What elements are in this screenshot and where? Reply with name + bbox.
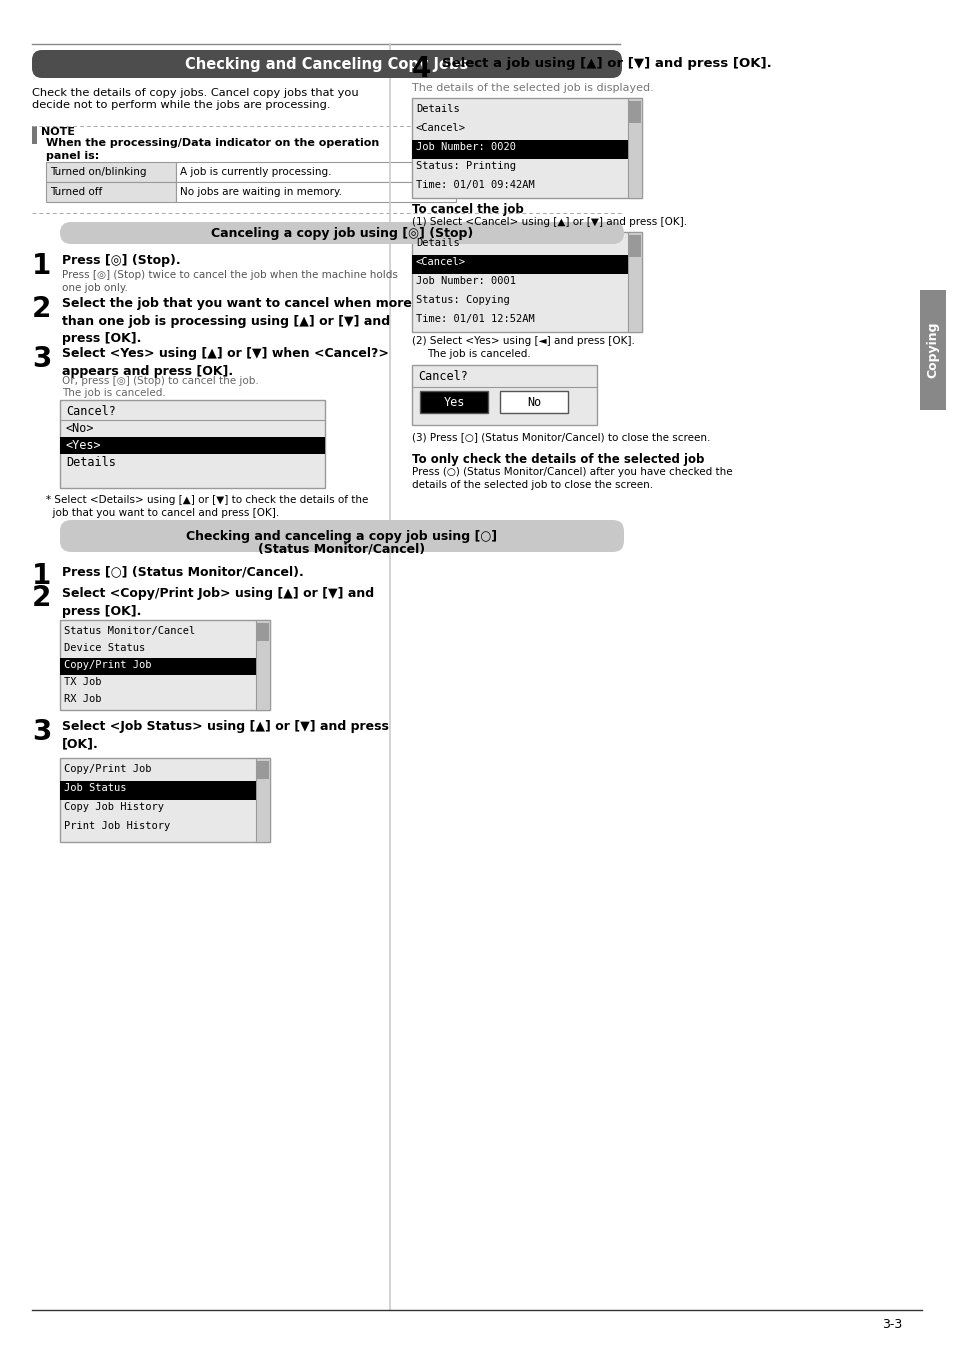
Text: 2: 2 [32,585,51,612]
Text: <Yes>: <Yes> [66,439,102,452]
Text: No jobs are waiting in memory.: No jobs are waiting in memory. [180,188,341,197]
Bar [627,232,641,332]
FancyBboxPatch shape [60,520,623,552]
Text: To cancel the job: To cancel the job [412,202,523,216]
Text: The job is canceled.: The job is canceled. [62,387,166,398]
Text: Press [◎] (Stop) twice to cancel the job when the machine holds
one job only.: Press [◎] (Stop) twice to cancel the job… [62,270,397,293]
Text: Press [◎] (Stop).: Press [◎] (Stop). [62,254,180,267]
Text: Yes: Yes [443,396,464,409]
Text: Copying: Copying [925,321,939,378]
Text: (Status Monitor/Cancel): (Status Monitor/Cancel) [258,541,425,555]
Bar [412,140,627,159]
Bar [419,392,488,413]
Text: 3: 3 [32,718,51,747]
Text: Cancel?: Cancel? [66,405,115,418]
Text: <Cancel>: <Cancel> [416,256,465,267]
Bar [256,761,269,779]
Text: 3: 3 [32,346,51,373]
Bar [919,290,945,410]
Text: Canceling a copy job using [◎] (Stop): Canceling a copy job using [◎] (Stop) [211,227,473,239]
Text: When the processing/Data indicator on the operation
panel is:: When the processing/Data indicator on th… [46,138,379,161]
Text: Select the job that you want to cancel when more
than one job is processing usin: Select the job that you want to cancel w… [62,297,412,346]
Bar [628,101,640,123]
Bar [412,232,641,332]
Text: Turned off: Turned off [50,188,102,197]
Text: Turned on/blinking: Turned on/blinking [50,167,147,177]
Text: (2) Select <Yes> using [◄] and press [OK].: (2) Select <Yes> using [◄] and press [OK… [412,336,634,346]
Text: Copy/Print Job: Copy/Print Job [64,764,152,774]
Bar [256,622,269,641]
Bar [627,99,641,198]
Text: Cancel?: Cancel? [417,370,467,383]
Bar [499,392,567,413]
Text: * Select <Details> using [▲] or [▼] to check the details of the
  job that you w: * Select <Details> using [▲] or [▼] to c… [46,495,368,518]
Text: <Cancel>: <Cancel> [416,123,465,134]
Text: A job is currently processing.: A job is currently processing. [180,167,331,177]
Text: <No>: <No> [66,423,94,435]
Bar [412,255,627,274]
Text: Details: Details [416,104,459,113]
Bar [255,757,270,842]
Bar [32,126,37,144]
Text: Select a job using [▲] or [▼] and press [OK].: Select a job using [▲] or [▼] and press … [441,57,771,70]
Text: Press [○] (Status Monitor/Cancel).: Press [○] (Status Monitor/Cancel). [62,566,303,578]
Text: No: No [526,396,540,409]
Text: Checking and canceling a copy job using [○]: Checking and canceling a copy job using … [186,531,497,543]
Text: Status: Printing: Status: Printing [416,161,516,171]
Text: Time: 01/01 09:42AM: Time: 01/01 09:42AM [416,180,535,190]
Text: Time: 01/01 12:52AM: Time: 01/01 12:52AM [416,315,535,324]
Bar [60,757,270,842]
Text: Job Number: 0001: Job Number: 0001 [416,275,516,286]
Bar [255,620,270,710]
Text: Press (○) (Status Monitor/Cancel) after you have checked the
details of the sele: Press (○) (Status Monitor/Cancel) after … [412,467,732,490]
Text: 1: 1 [32,562,51,590]
Bar [60,437,325,454]
Text: 3-3: 3-3 [881,1318,901,1331]
Text: 1: 1 [32,252,51,279]
Text: 2: 2 [32,296,51,323]
Text: Job Number: 0020: Job Number: 0020 [416,142,516,153]
Bar [60,620,270,710]
Text: Print Job History: Print Job History [64,821,170,832]
FancyBboxPatch shape [60,221,623,244]
FancyBboxPatch shape [32,50,621,78]
Text: The job is canceled.: The job is canceled. [427,350,530,359]
Text: RX Job: RX Job [64,694,101,703]
Text: To only check the details of the selected job: To only check the details of the selecte… [412,454,703,466]
Text: 4: 4 [412,55,431,82]
Text: Check the details of copy jobs. Cancel copy jobs that you
decide not to perform : Check the details of copy jobs. Cancel c… [32,88,358,111]
Bar [628,235,640,256]
Text: Device Status: Device Status [64,643,145,653]
Bar [60,782,255,801]
Text: Status Monitor/Cancel: Status Monitor/Cancel [64,626,195,636]
Text: The details of the selected job is displayed.: The details of the selected job is displ… [412,82,653,93]
Text: TX Job: TX Job [64,676,101,687]
Bar [175,162,456,182]
Text: Copy Job History: Copy Job History [64,802,164,811]
Bar [412,99,641,198]
Text: Select <Yes> using [▲] or [▼] when <Cancel?>
appears and press [OK].: Select <Yes> using [▲] or [▼] when <Canc… [62,347,389,378]
Text: (1) Select <Cancel> using [▲] or [▼] and press [OK].: (1) Select <Cancel> using [▲] or [▼] and… [412,217,686,227]
Bar [412,364,597,425]
Text: Job Status: Job Status [64,783,127,792]
Text: Details: Details [416,238,459,248]
Bar [46,182,175,202]
Text: Select <Job Status> using [▲] or [▼] and press
[OK].: Select <Job Status> using [▲] or [▼] and… [62,720,389,751]
Text: Copy/Print Job: Copy/Print Job [64,660,152,670]
Text: (3) Press [○] (Status Monitor/Cancel) to close the screen.: (3) Press [○] (Status Monitor/Cancel) to… [412,432,710,441]
Text: Status: Copying: Status: Copying [416,296,509,305]
Text: Checking and Canceling Copy Jobs: Checking and Canceling Copy Jobs [185,57,468,72]
Bar [175,182,456,202]
Text: Select <Copy/Print Job> using [▲] or [▼] and
press [OK].: Select <Copy/Print Job> using [▲] or [▼]… [62,587,374,617]
Bar [60,657,255,675]
Text: Details: Details [66,456,115,468]
Text: Or, press [◎] (Stop) to cancel the job.: Or, press [◎] (Stop) to cancel the job. [62,377,258,386]
Bar [46,162,175,182]
Bar [60,400,325,487]
Text: NOTE: NOTE [41,127,75,136]
